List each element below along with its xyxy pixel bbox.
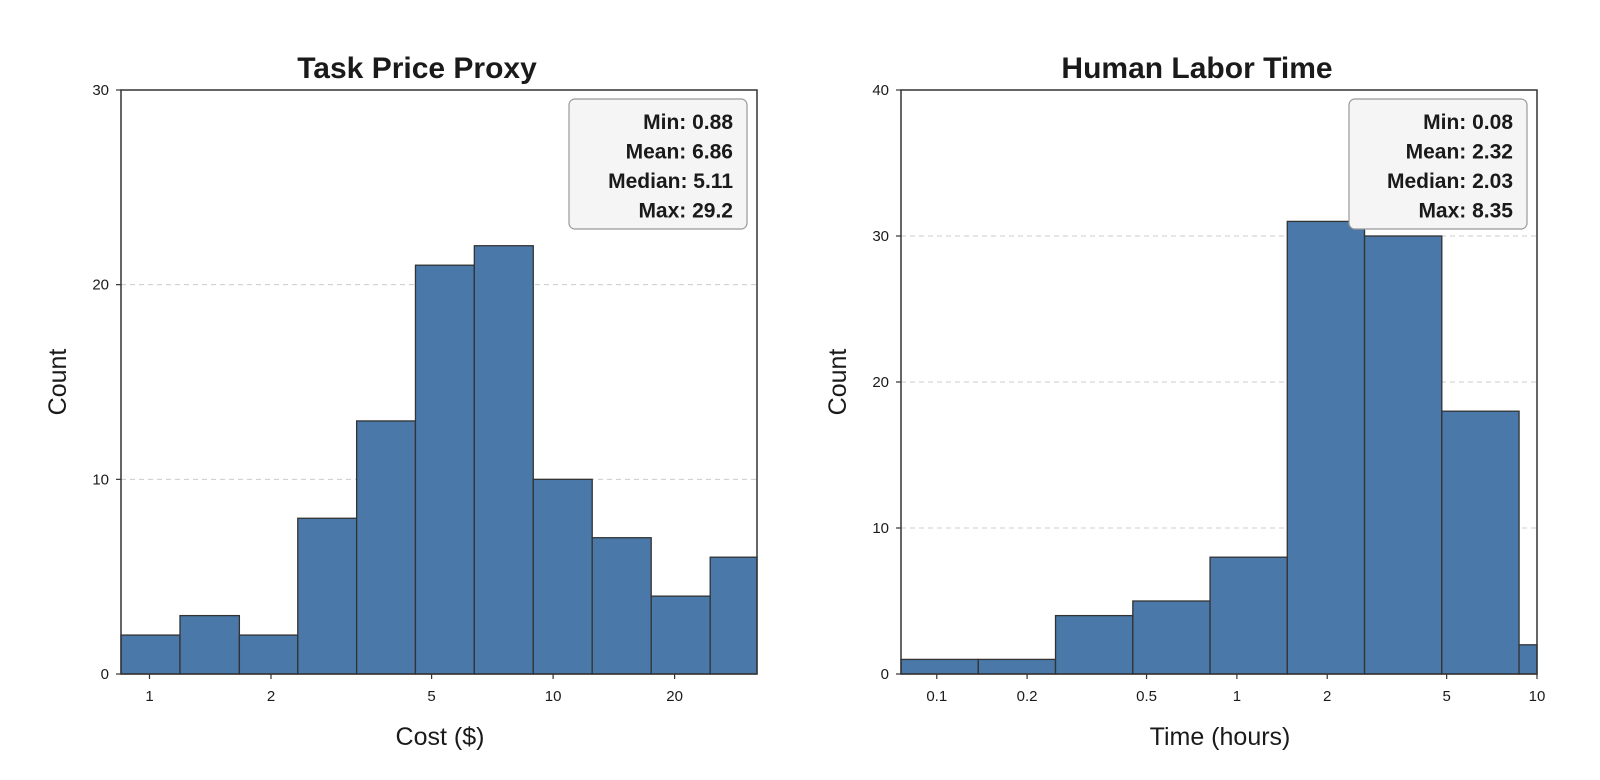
x-tick-label: 20: [666, 688, 683, 705]
histogram-bar: [179, 614, 241, 675]
y-tick-label: 0: [101, 666, 109, 683]
histogram-bar: [591, 537, 652, 675]
y-tick-label: 30: [92, 82, 109, 99]
y-tick-label: 20: [872, 374, 889, 391]
y-tick-label: 30: [872, 228, 889, 245]
x-tick-label: 1: [1233, 688, 1241, 705]
stat-line: Max: 29.2: [638, 200, 733, 223]
histogram-bar: [120, 634, 181, 675]
histogram-bar: [1132, 600, 1211, 675]
stat-line: Mean: 6.86: [626, 141, 733, 164]
stat-line: Median: 5.11: [608, 170, 733, 193]
x-tick-label: 5: [1442, 688, 1450, 705]
y-axis-label: Count: [824, 349, 852, 416]
x-tick-label: 2: [267, 688, 275, 705]
histogram-bar: [1441, 410, 1520, 675]
histogram-bar: [1209, 556, 1288, 675]
x-tick-label: 10: [545, 688, 562, 705]
stat-line: Mean: 2.32: [1406, 141, 1513, 164]
x-tick-label: 0.2: [1017, 688, 1038, 705]
y-tick-label: 20: [92, 277, 109, 294]
bars: [900, 220, 1538, 675]
x-axis-label: Time (hours): [1150, 723, 1291, 751]
grid-lines: [901, 235, 1537, 529]
stat-line: Min: 0.88: [643, 111, 733, 134]
y-tick-label: 10: [872, 520, 889, 537]
stats-box-background: [1348, 98, 1528, 230]
histogram-bar: [473, 245, 534, 675]
histogram-bar: [532, 478, 593, 675]
stats-box-background: [568, 98, 748, 230]
stats-box: Min: 0.08 Mean: 2.32 Median: 2.03 Max: 8.35: [1348, 98, 1528, 230]
stat-line: Median: 2.03: [1387, 170, 1513, 193]
histogram-bar: [297, 517, 358, 675]
histogram-bar: [900, 658, 979, 675]
x-axis-label: Cost ($): [396, 723, 485, 751]
bars: [120, 245, 758, 675]
x-tick-label: 2: [1323, 688, 1331, 705]
x-tick-label: 5: [427, 688, 435, 705]
x-tick-label: 0.5: [1136, 688, 1157, 705]
y-tick-label: 10: [92, 471, 109, 488]
y-tick-label: 40: [872, 82, 889, 99]
plot-frame: [120, 89, 758, 675]
histogram-bar: [414, 264, 475, 675]
chart-title: Task Price Proxy: [297, 52, 537, 85]
chart-title: Human Labor Time: [1061, 52, 1332, 85]
histogram-bar: [355, 420, 417, 675]
histogram-bar: [1363, 235, 1443, 675]
y-tick-label: 0: [881, 666, 889, 683]
histogram-bar: [238, 634, 299, 675]
y-axis-label: Count: [44, 349, 72, 416]
stat-line: Min: 0.08: [1423, 111, 1513, 134]
histogram-bar: [1054, 614, 1134, 675]
stats-box: Min: 0.88 Mean: 6.86 Median: 5.11 Max: 29.2: [568, 98, 748, 230]
axis-ticks: 0 10 20 30 1 2 5 10 20: [92, 82, 683, 705]
histogram-bar: [1518, 644, 1538, 675]
histogram-task-price-proxy: Task Price Proxy Cost ($) Count 0 10 20 30 1…: [44, 52, 758, 751]
axis-ticks: 0 10 20 30 40 0.1 0.2 0.5 1 2 5 10: [872, 82, 1545, 705]
x-tick-label: 0.1: [926, 688, 947, 705]
histogram-bar: [977, 658, 1057, 675]
histogram-bar: [650, 595, 711, 675]
x-tick-label: 1: [145, 688, 153, 705]
stat-line: Max: 8.35: [1418, 200, 1513, 223]
x-tick-label: 10: [1529, 688, 1546, 705]
histogram-bar: [709, 556, 758, 675]
plot-frame: [900, 89, 1538, 675]
histogram-bar: [1286, 220, 1366, 675]
histogram-human-labor-time: Human Labor Time Time (hours) Count 0 10 2…: [824, 52, 1545, 751]
